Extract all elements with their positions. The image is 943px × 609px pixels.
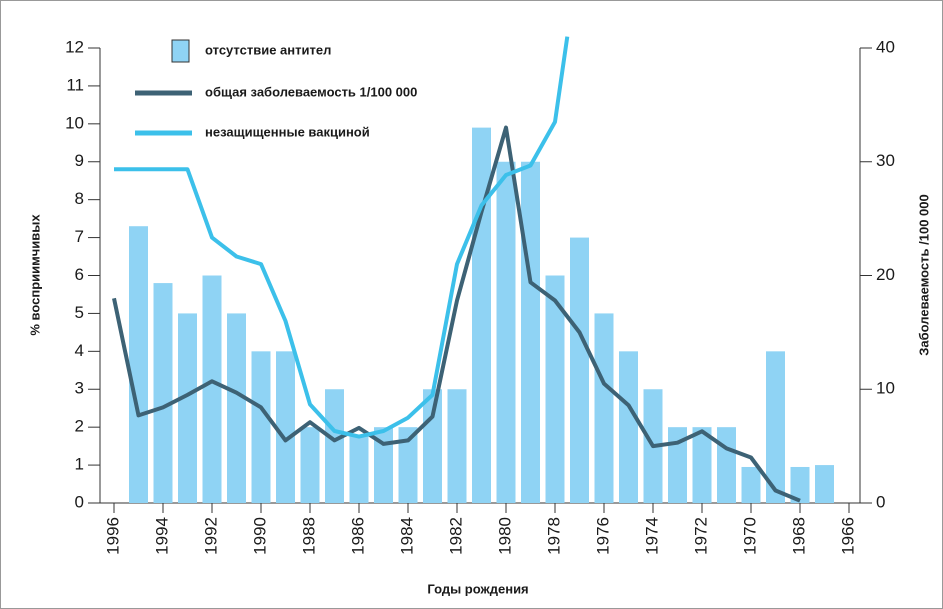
bar xyxy=(692,427,712,503)
x-tick-label: 1984 xyxy=(397,517,416,555)
bar xyxy=(398,427,418,503)
bar xyxy=(741,466,761,503)
bar xyxy=(349,434,369,503)
x-tick-label: 1968 xyxy=(789,517,808,555)
y-tick-label: 12 xyxy=(65,37,84,56)
y-tick-label: 3 xyxy=(75,379,84,398)
bar xyxy=(129,226,148,504)
line xyxy=(112,125,801,503)
x-tick-label: 1996 xyxy=(103,517,122,555)
legend-swatch xyxy=(171,39,190,63)
bar xyxy=(300,427,320,503)
y2-tick-label: 40 xyxy=(876,37,895,56)
bar xyxy=(423,389,442,503)
y-tick-label: 1 xyxy=(75,455,84,474)
x-tick-label: 1986 xyxy=(348,517,367,555)
legend-label: отсутствие антител xyxy=(205,42,331,57)
bar xyxy=(202,275,222,503)
y2-tick-label: 20 xyxy=(876,265,895,284)
y2-tick-label: 10 xyxy=(876,379,895,398)
y-tick-label: 8 xyxy=(75,189,84,208)
x-tick-label: 1994 xyxy=(152,517,171,555)
x-tick-label: 1966 xyxy=(838,517,857,555)
y-tick-label: 6 xyxy=(75,265,84,284)
x-tick-label: 1992 xyxy=(201,517,220,555)
bar xyxy=(447,389,467,503)
y-tick-label: 7 xyxy=(75,227,84,246)
bar xyxy=(619,351,638,503)
bar xyxy=(178,313,197,503)
legend-label: общая заболеваемость 1/100 000 xyxy=(205,84,417,99)
bar xyxy=(227,313,246,503)
x-tick-label: 1982 xyxy=(446,517,465,555)
bar xyxy=(766,351,785,503)
x-tick-label: 1988 xyxy=(299,517,318,555)
x-tick-label: 1974 xyxy=(642,517,661,555)
y-tick-label: 5 xyxy=(75,303,84,322)
bar xyxy=(251,351,271,503)
bar xyxy=(717,427,736,503)
y2-tick-label: 30 xyxy=(876,151,895,170)
y-tick-label: 2 xyxy=(75,417,84,436)
x-tick-label: 1980 xyxy=(495,517,514,555)
y2-axis-label: Заболеваемость /100 000 xyxy=(916,194,931,355)
x-tick-label: 1976 xyxy=(593,517,612,555)
line xyxy=(114,36,570,439)
bar xyxy=(521,161,540,503)
x-tick-label: 1970 xyxy=(740,517,759,555)
bar xyxy=(790,466,810,503)
legend-label: незащищенные вакциной xyxy=(205,124,370,139)
y-tick-label: 4 xyxy=(75,341,84,360)
y-tick-label: 0 xyxy=(75,492,84,511)
bar xyxy=(496,161,516,503)
bar xyxy=(815,465,834,503)
bar xyxy=(545,275,565,503)
x-tick-label: 1978 xyxy=(544,517,563,555)
bar xyxy=(570,237,589,504)
bar xyxy=(374,427,393,503)
y-tick-label: 11 xyxy=(66,75,84,94)
bar xyxy=(153,283,173,503)
bar xyxy=(668,427,687,503)
x-tick-label: 1990 xyxy=(250,517,269,555)
y-axis-label: % восприимчивых xyxy=(27,214,42,336)
y2-tick-label: 0 xyxy=(876,492,885,511)
bar xyxy=(276,351,295,503)
bar xyxy=(594,313,614,503)
x-axis-label: Годы рождения xyxy=(427,581,528,596)
x-tick-label: 1972 xyxy=(691,517,710,555)
y-tick-label: 9 xyxy=(75,151,84,170)
y-tick-label: 10 xyxy=(65,113,84,132)
bar xyxy=(325,389,344,503)
